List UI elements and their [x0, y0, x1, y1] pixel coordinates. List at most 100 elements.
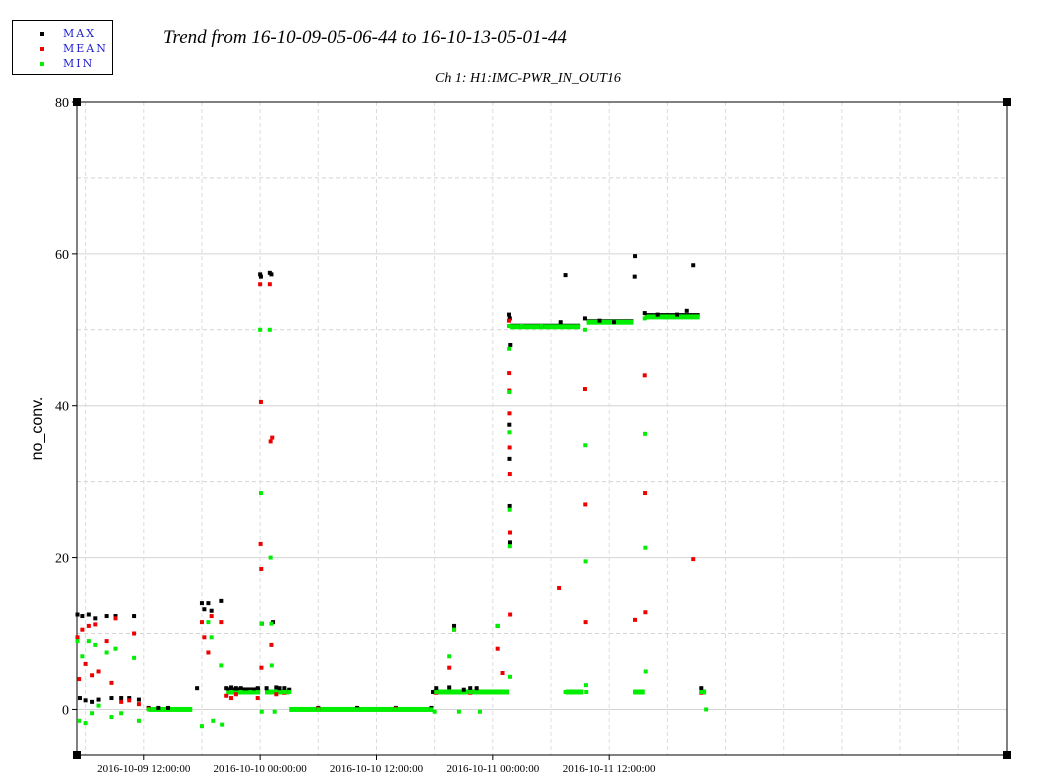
- series-segment-min: [289, 706, 434, 712]
- series-segment-min: [264, 689, 290, 695]
- data-point-mean: [582, 387, 587, 392]
- data-point-max: [258, 272, 263, 277]
- data-point-min: [643, 545, 648, 550]
- data-point-min: [583, 683, 588, 688]
- data-point-mean: [96, 669, 101, 674]
- data-point-mean: [642, 373, 647, 378]
- data-point-min: [282, 689, 287, 694]
- legend-marker-max: [40, 32, 44, 36]
- series-segment-min: [633, 689, 645, 695]
- data-point-mean: [643, 491, 648, 496]
- data-point-min: [633, 689, 638, 694]
- corner-marker: [73, 751, 81, 759]
- data-point-mean: [583, 620, 588, 625]
- data-point-max: [274, 685, 279, 690]
- data-point-min: [456, 709, 461, 714]
- data-point-max: [195, 686, 200, 691]
- data-point-min: [113, 646, 118, 651]
- data-point-max: [113, 614, 118, 619]
- data-point-mean: [507, 530, 512, 535]
- data-point-mean: [90, 673, 95, 678]
- y-axis-label: no_conv.: [29, 397, 46, 461]
- data-point-max: [642, 311, 647, 316]
- data-point-mean: [255, 696, 260, 701]
- data-point-min: [495, 623, 500, 628]
- data-point-mean: [136, 702, 141, 707]
- data-point-max: [93, 616, 98, 621]
- data-point-min: [93, 642, 98, 647]
- x-tick-label: 2016-10-11 00:00:00: [446, 763, 539, 775]
- data-point-min: [209, 635, 214, 640]
- series-segment-min: [644, 314, 700, 320]
- series-segment-max: [226, 687, 261, 691]
- data-point-max: [655, 312, 660, 317]
- data-point-max: [83, 698, 88, 703]
- data-point-mean: [75, 635, 80, 640]
- data-point-min: [643, 669, 648, 674]
- data-point-min: [170, 707, 175, 712]
- data-point-max: [468, 686, 473, 691]
- data-point-max: [675, 312, 680, 317]
- x-tick-label: 2016-10-09 12:00:00: [97, 763, 191, 775]
- legend-marker-min: [40, 62, 44, 66]
- data-point-min: [582, 327, 587, 332]
- chart-subtitle: Ch 1: H1:IMC-PWR_IN_OUT16: [435, 71, 621, 86]
- data-point-mean: [270, 435, 275, 440]
- data-point-min: [272, 709, 277, 714]
- legend-label-min: MIN: [63, 57, 95, 70]
- data-point-min: [259, 709, 264, 714]
- data-point-min: [220, 722, 225, 727]
- data-point-mean: [113, 616, 118, 621]
- data-point-max: [684, 308, 689, 313]
- data-point-mean: [500, 670, 505, 675]
- data-point-mean: [274, 692, 279, 697]
- data-point-max: [563, 273, 568, 278]
- data-point-max: [238, 686, 243, 691]
- legend-item-max: MAX: [13, 27, 112, 41]
- legend-label-mean: MEAN: [63, 42, 108, 55]
- data-point-min: [500, 689, 505, 694]
- data-point-mean: [80, 627, 85, 632]
- corner-marker: [1003, 751, 1011, 759]
- data-point-min: [477, 709, 482, 714]
- data-point-mean: [219, 620, 224, 625]
- data-point-mean: [507, 445, 512, 450]
- data-point-max: [127, 696, 132, 701]
- data-point-max: [80, 614, 85, 619]
- data-point-min: [269, 621, 274, 626]
- data-point-min: [519, 323, 524, 328]
- data-point-max: [255, 686, 260, 691]
- x-tick-label: 2016-10-11 12:00:00: [563, 763, 656, 775]
- data-point-min: [255, 689, 260, 694]
- data-point-mean: [199, 620, 204, 625]
- data-point-mean: [691, 557, 696, 562]
- data-point-max: [597, 318, 602, 323]
- data-point-mean: [233, 692, 238, 697]
- data-point-max: [452, 623, 457, 628]
- data-point-max: [224, 686, 229, 691]
- data-point-max: [277, 686, 282, 691]
- data-point-max: [558, 320, 563, 325]
- data-point-mean: [258, 541, 263, 546]
- data-point-min: [642, 316, 647, 321]
- data-point-min: [248, 689, 253, 694]
- data-point-mean: [209, 614, 214, 619]
- data-point-min: [539, 323, 544, 328]
- data-point-min: [269, 663, 274, 668]
- data-point-max: [632, 274, 637, 279]
- data-point-mean: [206, 650, 211, 655]
- data-point-mean: [508, 612, 513, 617]
- data-point-min: [96, 703, 101, 708]
- data-point-min: [507, 674, 512, 679]
- data-point-min: [287, 689, 292, 694]
- data-point-min: [563, 689, 568, 694]
- series-segment-min: [226, 689, 261, 695]
- data-point-min: [429, 707, 434, 712]
- data-point-min: [584, 689, 589, 694]
- data-point-max: [431, 689, 436, 694]
- data-point-mean: [507, 472, 512, 477]
- x-tick-label: 2016-10-10 12:00:00: [330, 763, 424, 775]
- data-point-max: [119, 696, 124, 701]
- data-point-max: [156, 705, 161, 710]
